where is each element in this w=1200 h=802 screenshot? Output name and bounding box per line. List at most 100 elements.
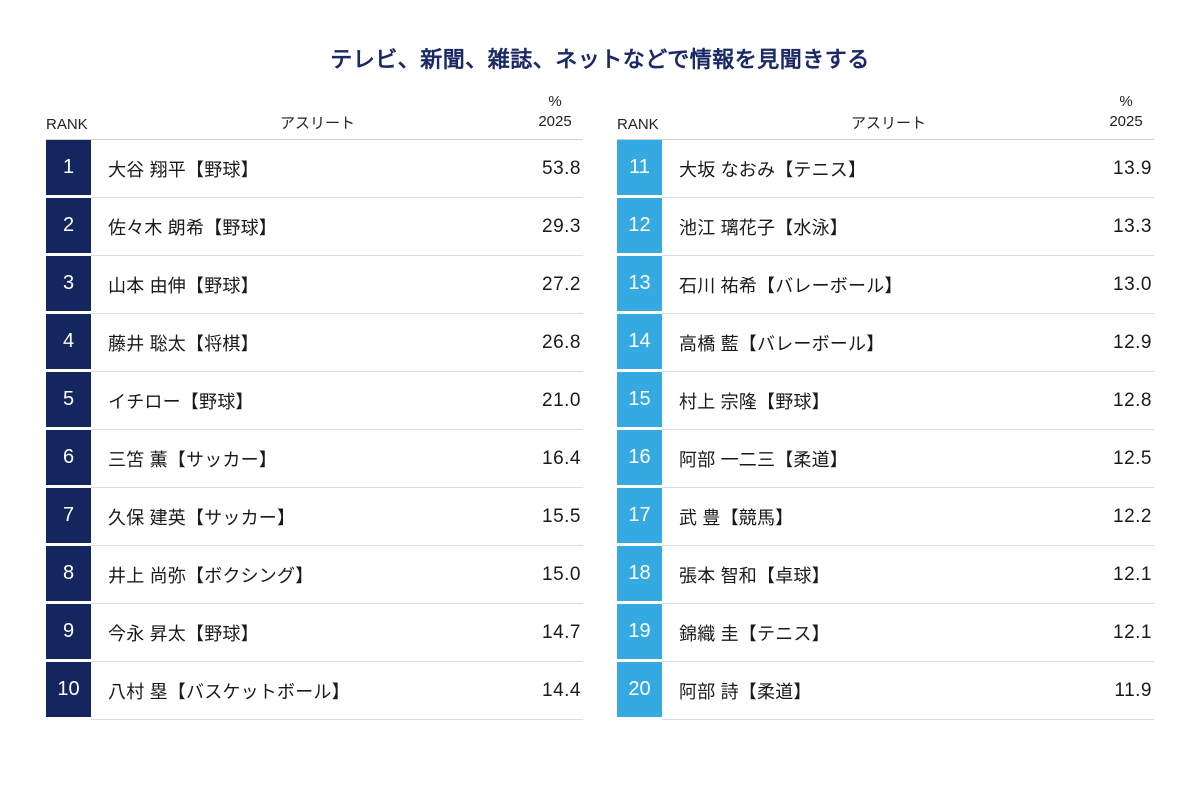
table-row: 15 村上 宗隆【野球】 12.8	[617, 372, 1154, 430]
page-title: テレビ、新聞、雑誌、ネットなどで情報を見聞きする	[330, 47, 870, 72]
row-content: 張本 智和【卓球】 12.1	[662, 546, 1154, 604]
rank-badge: 3	[46, 256, 91, 314]
athlete-name: 久保 建英【サッカー】	[108, 507, 296, 528]
athlete-name: 石川 祐希【バレーボール】	[679, 275, 903, 296]
row-content: 高橋 藍【バレーボール】 12.9	[662, 314, 1154, 372]
table-row: 2 佐々木 朗希【野球】 29.3	[46, 198, 583, 256]
athlete-name: 八村 塁【バスケットボール】	[108, 681, 350, 702]
page: テレビ、新聞、雑誌、ネットなどで情報を見聞きする RANK アスリート % 20…	[0, 42, 1200, 802]
rank-badge: 18	[617, 546, 662, 604]
row-content: 阿部 一二三【柔道】 12.5	[662, 430, 1154, 488]
percent-value: 12.9	[1113, 331, 1152, 353]
athlete-name: イチロー【野球】	[108, 391, 254, 412]
rank-badge: 14	[617, 314, 662, 372]
table-row: 18 張本 智和【卓球】 12.1	[617, 546, 1154, 604]
athlete-name: 武 豊【競馬】	[679, 507, 794, 528]
row-content: 阿部 詩【柔道】 11.9	[662, 662, 1154, 720]
percent-column-header: % 2025	[1098, 92, 1154, 133]
percent-column-header: % 2025	[527, 92, 583, 133]
table-row: 4 藤井 聡太【将棋】 26.8	[46, 314, 583, 372]
table-row: 3 山本 由伸【野球】 27.2	[46, 256, 583, 314]
athlete-name: 山本 由伸【野球】	[108, 275, 259, 296]
athlete-name: 張本 智和【卓球】	[679, 565, 830, 586]
table-row: 16 阿部 一二三【柔道】 12.5	[617, 430, 1154, 488]
percent-value: 11.9	[1114, 679, 1152, 701]
percent-unit-label: %	[548, 93, 562, 110]
athlete-name: 高橋 藍【バレーボール】	[679, 333, 885, 354]
row-content: 錦織 圭【テニス】 12.1	[662, 604, 1154, 662]
row-content: 山本 由伸【野球】 27.2	[91, 256, 583, 314]
athlete-name: 阿部 詩【柔道】	[679, 681, 812, 702]
percent-year-label: 2025	[538, 113, 572, 131]
row-content: 三笘 薫【サッカー】 16.4	[91, 430, 583, 488]
row-content: 八村 塁【バスケットボール】 14.4	[91, 662, 583, 720]
table-rows: 1 大谷 翔平【野球】 53.8 2 佐々木 朗希【野球】 29.3 3 山本 由伸【野球】 2…	[46, 140, 583, 720]
percent-value: 15.0	[542, 563, 581, 585]
percent-value: 15.5	[542, 505, 581, 527]
percent-value: 12.8	[1113, 389, 1152, 411]
rank-badge: 6	[46, 430, 91, 488]
row-content: 佐々木 朗希【野球】 29.3	[91, 198, 583, 256]
table-row: 11 大坂 なおみ【テニス】 13.9	[617, 140, 1154, 198]
athlete-column-header: アスリート	[279, 114, 355, 132]
rank-badge: 2	[46, 198, 91, 256]
percent-value: 53.8	[542, 157, 581, 179]
percent-value: 12.1	[1113, 563, 1152, 585]
athlete-name: 今永 昇太【野球】	[108, 623, 259, 644]
table-row: 8 井上 尚弥【ボクシング】 15.0	[46, 546, 583, 604]
rank-table-left: RANK アスリート % 2025 1 大谷 翔平【野球】 53.8 2 佐々木 朗希【…	[46, 92, 583, 720]
percent-value: 29.3	[542, 215, 581, 237]
table-rows: 11 大坂 なおみ【テニス】 13.9 12 池江 璃花子【水泳】 13.3 13 石川 祐希…	[617, 140, 1154, 720]
row-content: 大谷 翔平【野球】 53.8	[91, 140, 583, 198]
table-row: 13 石川 祐希【バレーボール】 13.0	[617, 256, 1154, 314]
athlete-name: 佐々木 朗希【野球】	[108, 217, 277, 238]
table-header: RANK アスリート % 2025	[46, 92, 583, 140]
percent-value: 12.5	[1113, 447, 1152, 469]
rank-badge: 1	[46, 140, 91, 198]
percent-value: 16.4	[542, 447, 581, 469]
table-row: 6 三笘 薫【サッカー】 16.4	[46, 430, 583, 488]
table-row: 10 八村 塁【バスケットボール】 14.4	[46, 662, 583, 720]
athlete-name: 大坂 なおみ【テニス】	[679, 159, 867, 180]
athlete-name: 藤井 聡太【将棋】	[108, 333, 259, 354]
rank-badge: 12	[617, 198, 662, 256]
row-content: イチロー【野球】 21.0	[91, 372, 583, 430]
percent-value: 26.8	[542, 331, 581, 353]
percent-year-label: 2025	[1109, 113, 1143, 131]
rank-badge: 5	[46, 372, 91, 430]
rank-badge: 7	[46, 488, 91, 546]
percent-value: 14.4	[542, 679, 581, 701]
rank-badge: 11	[617, 140, 662, 198]
table-row: 9 今永 昇太【野球】 14.7	[46, 604, 583, 662]
rank-badge: 8	[46, 546, 91, 604]
row-content: 大坂 なおみ【テニス】 13.9	[662, 140, 1154, 198]
row-content: 石川 祐希【バレーボール】 13.0	[662, 256, 1154, 314]
table-row: 14 高橋 藍【バレーボール】 12.9	[617, 314, 1154, 372]
row-content: 池江 璃花子【水泳】 13.3	[662, 198, 1154, 256]
row-content: 久保 建英【サッカー】 15.5	[91, 488, 583, 546]
table-row: 12 池江 璃花子【水泳】 13.3	[617, 198, 1154, 256]
row-content: 武 豊【競馬】 12.2	[662, 488, 1154, 546]
row-content: 井上 尚弥【ボクシング】 15.0	[91, 546, 583, 604]
table-row: 1 大谷 翔平【野球】 53.8	[46, 140, 583, 198]
athlete-column-header: アスリート	[850, 114, 926, 132]
rank-column-header: RANK	[617, 115, 659, 133]
rank-column-header: RANK	[46, 115, 88, 133]
row-content: 今永 昇太【野球】 14.7	[91, 604, 583, 662]
percent-value: 12.2	[1113, 505, 1152, 527]
percent-value: 14.7	[542, 621, 581, 643]
rank-badge: 13	[617, 256, 662, 314]
rank-badge: 20	[617, 662, 662, 720]
rank-badge: 17	[617, 488, 662, 546]
table-row: 17 武 豊【競馬】 12.2	[617, 488, 1154, 546]
ranking-tables: RANK アスリート % 2025 1 大谷 翔平【野球】 53.8 2 佐々木 朗希【…	[0, 92, 1200, 720]
rank-badge: 16	[617, 430, 662, 488]
percent-value: 12.1	[1113, 621, 1152, 643]
table-row: 19 錦織 圭【テニス】 12.1	[617, 604, 1154, 662]
athlete-name: 村上 宗隆【野球】	[679, 391, 830, 412]
rank-badge: 10	[46, 662, 91, 720]
table-header: RANK アスリート % 2025	[617, 92, 1154, 140]
row-content: 村上 宗隆【野球】 12.8	[662, 372, 1154, 430]
percent-unit-label: %	[1119, 93, 1133, 110]
athlete-name: 阿部 一二三【柔道】	[679, 449, 848, 470]
